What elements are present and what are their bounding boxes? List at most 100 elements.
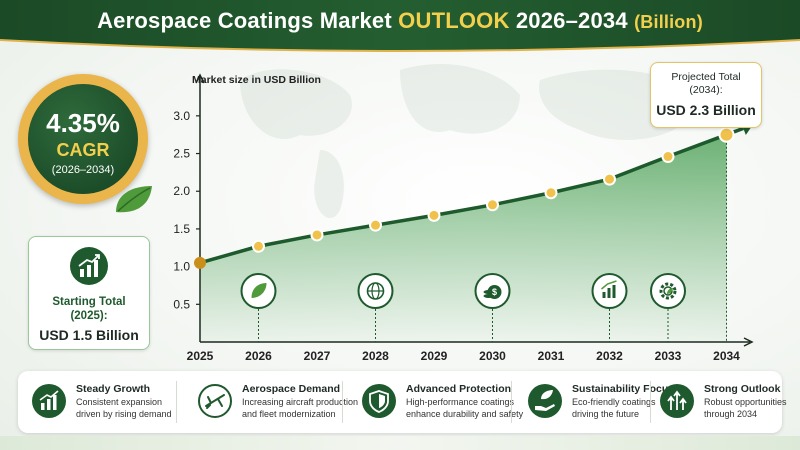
feature-description: Consistent expansion driven by rising dem… [76, 397, 181, 420]
coins-icon: $ [474, 273, 511, 309]
projected-total-label-line2: (2034): [689, 84, 723, 96]
globe-icon [357, 273, 394, 309]
x-axis-arrow [743, 337, 754, 347]
shield-icon [362, 384, 396, 418]
growth-chart-icon [32, 384, 66, 418]
data-point-marker [252, 239, 265, 253]
growth-chart-icon [70, 247, 108, 285]
feature-description: Eco-friendly coatings driving the future [572, 397, 677, 420]
y-tick-label: 2.5 [173, 147, 190, 161]
projected-total-label: Projected Total (2034): [651, 71, 761, 97]
bar [607, 288, 611, 298]
y-tick-label: 2.0 [173, 184, 190, 198]
x-tick-label: 2026 [245, 349, 272, 363]
continent-shape [314, 150, 344, 219]
data-point-marker [544, 186, 558, 200]
feature-desc-line1: Eco-friendly coatings [572, 397, 656, 407]
y-tick-label: 1.0 [173, 260, 190, 274]
x-tick-label: 2029 [421, 349, 448, 363]
up-arrows-icon [660, 384, 694, 418]
starting-total-label-line2: (2025): [70, 310, 108, 322]
projected-total-label-line1: Projected Total [671, 71, 741, 83]
feature-title: Strong Outlook [704, 383, 781, 395]
bar-chart-icon [591, 273, 628, 309]
cagr-period: (2026–2034) [51, 164, 115, 176]
x-tick-label: 2031 [538, 349, 565, 363]
start-point-marker [194, 256, 206, 269]
starting-total-label: Starting Total (2025): [29, 295, 149, 323]
x-tick-label: 2034 [713, 349, 740, 363]
starting-total-label-line1: Starting Total [52, 296, 126, 308]
starting-total-card: Starting Total (2025): USD 1.5 Billion [28, 236, 150, 350]
leaf-shape [251, 283, 267, 298]
divider [342, 381, 343, 423]
cagr-badge-inner: 4.35% CAGR (2026–2034) [28, 84, 138, 194]
feature-sustainability-focus: Sustainability Focus Eco-friendly coatin… [514, 371, 674, 433]
feature-title: Aerospace Demand [242, 383, 341, 395]
gear-teeth [659, 282, 677, 300]
feature-desc-line1: Robust opportunities [704, 397, 787, 407]
header-banner: Aerospace Coatings Market OUTLOOK 2026–2… [0, 0, 800, 52]
feature-advanced-protection: Advanced Protection High-performance coa… [348, 371, 523, 433]
x-tick-label: 2025 [187, 349, 214, 363]
bottom-band [0, 436, 800, 450]
feature-title: Steady Growth [76, 383, 151, 395]
data-point-marker [310, 228, 324, 242]
title-years: 2026–2034 [515, 8, 628, 33]
x-tick-label: 2032 [596, 349, 623, 363]
feature-desc-line1: Increasing aircraft production [242, 397, 359, 407]
data-point-marker [486, 198, 499, 212]
cagr-label: CAGR [56, 140, 110, 160]
feature-title: Advanced Protection [406, 383, 512, 395]
feature-desc-line2: driven by rising demand [76, 408, 172, 419]
divider [176, 381, 177, 423]
x-tick-label: 2028 [362, 349, 389, 363]
projected-total-card: Projected Total (2034): USD 2.3 Billion [650, 62, 762, 128]
projected-total-value: USD 2.3 Billion [656, 102, 756, 118]
y-axis-arrow [195, 73, 205, 84]
title-highlight: OUTLOOK [398, 8, 510, 33]
leaf-hand-icon [528, 384, 562, 418]
coin-symbol: $ [492, 287, 497, 297]
y-axis-title: Market size in USD Billion [192, 74, 321, 86]
y-tick-label: 0.5 [173, 297, 190, 311]
trend [601, 280, 617, 290]
cagr-value: 4.35% [46, 108, 120, 138]
x-tick-label: 2033 [655, 349, 682, 363]
divider [650, 381, 651, 423]
feature-title: Sustainability Focus [572, 383, 675, 395]
leaf-shape [667, 288, 673, 294]
feature-desc-line2: enhance durability and safety [406, 408, 524, 419]
bar [602, 292, 606, 298]
header-background [0, 0, 800, 52]
continent-shape [400, 64, 520, 134]
feature-description: Robust opportunities through 2034 [704, 397, 800, 420]
data-point-marker [369, 218, 382, 232]
feature-desc-line1: High-performance coatings [406, 397, 515, 407]
gear-leaf-icon [650, 273, 686, 309]
divider [511, 381, 512, 423]
leaf-icon [240, 273, 277, 309]
airplane-icon [198, 384, 232, 418]
data-point-marker [661, 150, 675, 164]
coin-stack [483, 294, 494, 298]
feature-description: High-performance coatings enhance durabil… [406, 397, 531, 420]
feature-desc-line1: Consistent expansion [76, 397, 163, 407]
feature-steady-growth: Steady Growth Consistent expansion driven… [18, 371, 172, 433]
y-tick-label: 1.5 [173, 222, 190, 236]
starting-total-value: USD 1.5 Billion [39, 327, 139, 343]
y-tick-label: 3.0 [173, 109, 190, 123]
feature-desc-line2: driving the future [572, 408, 640, 419]
data-point-marker [718, 126, 735, 143]
bar [612, 285, 616, 298]
page-title: Aerospace Coatings Market OUTLOOK 2026–2… [0, 8, 800, 34]
leaf-icon [116, 186, 152, 213]
title-unit: (Billion) [634, 12, 703, 32]
x-tick-label: 2030 [479, 349, 506, 363]
series-line [199, 133, 728, 265]
continent-shape [240, 69, 352, 139]
feature-strong-outlook: Strong Outlook Robust opportunities throu… [646, 371, 787, 433]
data-point-marker [603, 172, 616, 186]
feature-desc-line2: through 2034 [704, 408, 758, 419]
data-point-marker [427, 208, 441, 222]
